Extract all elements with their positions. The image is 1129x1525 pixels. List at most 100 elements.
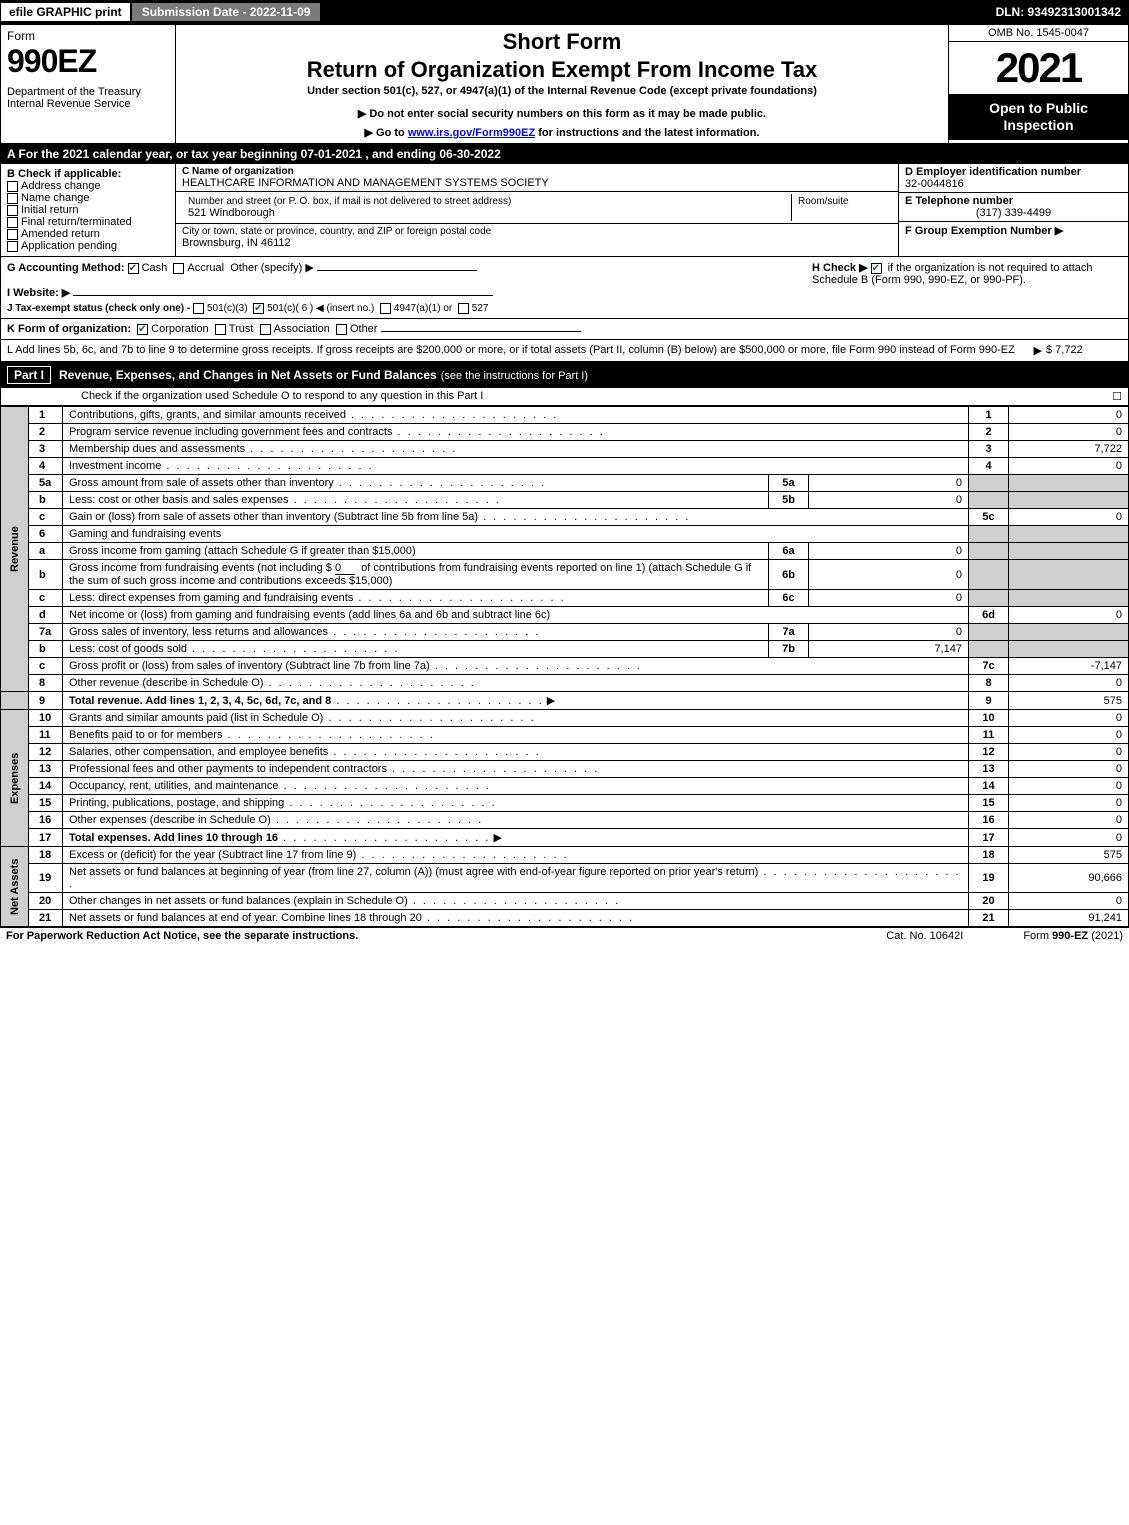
ein-value: 32-0044816: [905, 178, 1122, 190]
checkbox-icon[interactable]: [7, 241, 18, 252]
room-suite-cell: Room/suite: [792, 194, 892, 221]
table-row: 5a Gross amount from sale of assets othe…: [1, 475, 1129, 492]
checkbox-icon[interactable]: [7, 205, 18, 216]
chk-address[interactable]: Address change: [7, 180, 169, 192]
header-right: OMB No. 1545-0047 2021 Open to Public In…: [948, 25, 1128, 143]
header-middle: Short Form Return of Organization Exempt…: [176, 25, 948, 143]
checkbox-icon[interactable]: [7, 181, 18, 192]
i-website-label: I Website: ▶: [7, 287, 70, 299]
dots-icon: [187, 643, 399, 655]
dots-icon: [245, 443, 457, 455]
table-row: 6 Gaming and fundraising events: [1, 526, 1129, 543]
org-name: HEALTHCARE INFORMATION AND MANAGEMENT SY…: [182, 177, 892, 189]
checkbox-icon[interactable]: [215, 324, 226, 335]
dept-treasury: Department of the Treasury Internal Reve…: [7, 86, 169, 110]
c-street-cell: Number and street (or P. O. box, if mail…: [182, 194, 792, 221]
checkbox-icon[interactable]: [7, 193, 18, 204]
dots-icon: [430, 660, 642, 672]
open-to-public: Open to Public Inspection: [949, 94, 1128, 140]
g-label: G Accounting Method:: [7, 262, 125, 274]
chk-amended[interactable]: Amended return: [7, 228, 169, 240]
c-street-row: Number and street (or P. O. box, if mail…: [176, 192, 898, 224]
table-row: 11 Benefits paid to or for members 11 0: [1, 727, 1129, 744]
row-a-tax-year: A For the 2021 calendar year, or tax yea…: [0, 144, 1129, 164]
table-row: c Gross profit or (loss) from sales of i…: [1, 658, 1129, 675]
part1-check-text: Check if the organization used Schedule …: [81, 390, 1112, 403]
checkbox-icon[interactable]: [193, 303, 204, 314]
table-row: b Less: cost or other basis and sales ex…: [1, 492, 1129, 509]
dots-icon: [346, 409, 558, 421]
checkbox-icon[interactable]: [260, 324, 271, 335]
h-check: H Check ▶ if the organization is not req…: [802, 261, 1122, 314]
table-row: Expenses 10 Grants and similar amounts p…: [1, 710, 1129, 727]
chk-name[interactable]: Name change: [7, 192, 169, 204]
checkbox-icon[interactable]: [137, 324, 148, 335]
table-row: 12 Salaries, other compensation, and emp…: [1, 744, 1129, 761]
chk-initial[interactable]: Initial return: [7, 204, 169, 216]
dots-icon: [263, 677, 475, 689]
table-row: 19 Net assets or fund balances at beginn…: [1, 864, 1129, 893]
header-left: Form 990EZ Department of the Treasury In…: [1, 25, 176, 143]
k-label: K Form of organization:: [7, 323, 131, 335]
table-row: c Gain or (loss) from sale of assets oth…: [1, 509, 1129, 526]
do-not-enter: ▶ Do not enter social security numbers o…: [184, 107, 940, 120]
go-to-line: ▶ Go to www.irs.gov/Form990EZ for instru…: [184, 126, 940, 139]
dots-icon: [271, 814, 483, 826]
i-website-blank[interactable]: [73, 295, 493, 296]
irs-link[interactable]: www.irs.gov/Form990EZ: [408, 127, 535, 139]
checkbox-icon[interactable]: [458, 303, 469, 314]
go-to-prefix: ▶ Go to: [365, 127, 408, 139]
checkbox-icon[interactable]: [7, 217, 18, 228]
g-accrual: Accrual: [187, 262, 224, 274]
checkbox-icon[interactable]: [173, 263, 184, 274]
room-label: Room/suite: [798, 196, 886, 207]
part1-sub: (see the instructions for Part I): [441, 370, 588, 382]
phone-label: E Telephone number: [905, 195, 1122, 207]
table-row: 8 Other revenue (describe in Schedule O)…: [1, 675, 1129, 692]
return-title: Return of Organization Exempt From Incom…: [184, 57, 940, 83]
dots-icon: [356, 849, 568, 861]
checkbox-icon[interactable]: [7, 229, 18, 240]
netassets-sidelabel: Net Assets: [1, 847, 29, 927]
efile-print-label[interactable]: efile GRAPHIC print: [0, 2, 131, 22]
dots-icon: [284, 797, 496, 809]
k-other-blank[interactable]: [381, 331, 581, 332]
city-label: City or town, state or province, country…: [182, 226, 892, 237]
table-row: 21 Net assets or fund balances at end of…: [1, 910, 1129, 927]
table-row: a Gross income from gaming (attach Sched…: [1, 543, 1129, 560]
table-row: d Net income or (loss) from gaming and f…: [1, 607, 1129, 624]
table-row: 16 Other expenses (describe in Schedule …: [1, 812, 1129, 829]
chk-pending[interactable]: Application pending: [7, 240, 169, 252]
checkbox-icon[interactable]: [380, 303, 391, 314]
expenses-sidelabel: Expenses: [1, 710, 29, 847]
dots-icon: [353, 592, 565, 604]
form-footer: Form 990-EZ (2021): [1023, 930, 1123, 942]
g-cash: Cash: [142, 262, 168, 274]
dots-icon: [323, 712, 535, 724]
dots-icon: [408, 895, 620, 907]
l-value: $ 7,722: [1042, 344, 1122, 357]
c-name-cell: C Name of organization HEALTHCARE INFORM…: [176, 164, 898, 192]
row-l: L Add lines 5b, 6c, and 7b to line 9 to …: [0, 340, 1129, 362]
f-group-cell: F Group Exemption Number ▶: [899, 222, 1128, 239]
group-label: F Group Exemption Number ▶: [905, 225, 1063, 237]
go-to-suffix: for instructions and the latest informat…: [535, 127, 759, 139]
j-prefix: J Tax-exempt status (check only one) -: [7, 303, 193, 314]
part1-check-box[interactable]: ☐: [1112, 390, 1122, 403]
chk-final[interactable]: Final return/terminated: [7, 216, 169, 228]
part1-header: Part I Revenue, Expenses, and Changes in…: [0, 362, 1129, 388]
street-value: 521 Windborough: [188, 207, 785, 219]
col-b-check-applicable: B Check if applicable: Address change Na…: [1, 164, 176, 256]
c-name-label: C Name of organization: [182, 166, 892, 177]
part1-title: Revenue, Expenses, and Changes in Net As…: [59, 368, 437, 382]
dots-icon: [279, 780, 491, 792]
col-c-org-info: C Name of organization HEALTHCARE INFORM…: [176, 164, 898, 256]
checkbox-icon[interactable]: [253, 303, 264, 314]
g-other: Other (specify) ▶: [230, 262, 314, 274]
checkbox-icon[interactable]: [336, 324, 347, 335]
checkbox-icon[interactable]: [128, 263, 139, 274]
g-other-blank[interactable]: [317, 270, 477, 271]
table-row: 9 Total revenue. Add lines 1, 2, 3, 4, 5…: [1, 692, 1129, 710]
table-row: Net Assets 18 Excess or (deficit) for th…: [1, 847, 1129, 864]
checkbox-icon[interactable]: [871, 263, 882, 274]
